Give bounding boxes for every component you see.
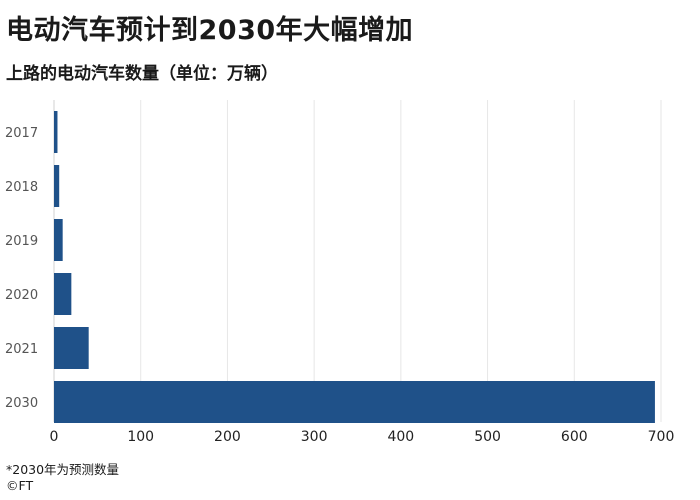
category-label-2019: 2019 [5, 234, 38, 249]
bar-2020 [54, 273, 72, 315]
chart-title: 电动汽车预计到2030年大幅增加 [6, 15, 414, 46]
x-tick-600: 600 [561, 429, 588, 445]
x-tick-400: 400 [387, 429, 414, 445]
bar-2017 [54, 111, 58, 153]
chart-subtitle: 上路的电动汽车数量（单位：万辆） [6, 64, 278, 84]
category-label-2018: 2018 [5, 180, 38, 195]
grid-lines [53, 100, 662, 422]
bar-2021 [54, 327, 89, 369]
category-label-2021: 2021 [5, 342, 38, 357]
bar-2019 [54, 219, 63, 261]
x-tick-300: 300 [301, 429, 328, 445]
x-tick-500: 500 [474, 429, 501, 445]
x-tick-labels: 0 100 200 300 400 500 600 700 [50, 429, 675, 445]
category-label-2020: 2020 [5, 288, 38, 303]
bar-chart: 2017 2018 2019 2020 2021 2030 0 100 200 300 400 50… [5, 100, 675, 445]
category-labels: 2017 2018 2019 2020 2021 2030 [5, 126, 38, 411]
x-tick-200: 200 [214, 429, 241, 445]
category-label-2030: 2030 [5, 396, 38, 411]
category-label-2017: 2017 [5, 126, 38, 141]
bar-2030 [54, 381, 655, 423]
source-credit: ©FT [6, 478, 34, 493]
bar-2018 [54, 165, 60, 207]
footnote: *2030年为预测数量 [6, 462, 120, 477]
bars [54, 111, 655, 423]
x-tick-700: 700 [648, 429, 675, 445]
x-tick-0: 0 [50, 429, 59, 445]
x-tick-100: 100 [127, 429, 154, 445]
